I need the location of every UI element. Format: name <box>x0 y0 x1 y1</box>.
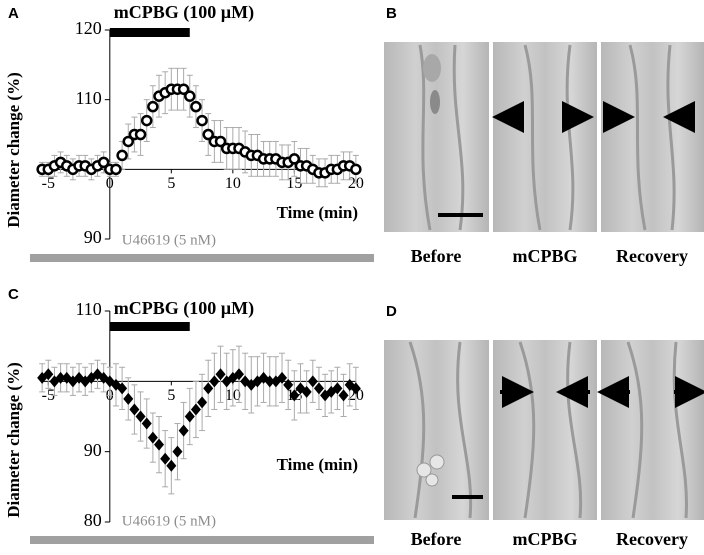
baseline-label: U46619 (5 nM) <box>122 513 216 529</box>
image-label: Before <box>411 246 462 266</box>
point <box>129 403 140 416</box>
point <box>203 382 214 395</box>
point <box>289 389 300 402</box>
point <box>43 368 54 381</box>
point <box>116 149 128 162</box>
point <box>184 90 196 102</box>
point <box>122 135 135 148</box>
point <box>307 375 318 388</box>
y-axis-title: Diameter change (%) <box>4 72 23 227</box>
y-tick-label: 80 <box>84 510 102 530</box>
y-tick-label: 120 <box>75 18 102 38</box>
treatment-label: mCPBG (100 µM) <box>114 298 254 319</box>
point <box>350 382 361 395</box>
treatment-bar <box>109 322 190 331</box>
point <box>97 156 110 169</box>
image-label: Recovery <box>616 246 688 266</box>
point <box>197 396 208 409</box>
point <box>184 410 195 423</box>
y-tick-label: 110 <box>75 299 101 319</box>
treatment-label: mCPBG (100 µM) <box>114 2 254 23</box>
point <box>117 382 128 395</box>
x-tick-label: 5 <box>167 387 175 404</box>
point <box>141 417 152 430</box>
point <box>147 431 158 444</box>
x-tick-label: -5 <box>42 175 55 192</box>
point <box>215 368 226 381</box>
y-tick-label: 90 <box>84 227 102 247</box>
baseline-bar <box>30 254 374 262</box>
point <box>166 459 177 472</box>
point <box>190 403 201 416</box>
y-tick-label: 90 <box>84 440 102 460</box>
point <box>214 135 227 148</box>
x-tick-label: 5 <box>167 175 175 192</box>
point <box>190 100 202 113</box>
point <box>172 445 183 458</box>
panel-letter: D <box>386 303 397 320</box>
point <box>233 368 244 381</box>
x-tick-label: -5 <box>42 387 55 404</box>
point <box>288 153 301 165</box>
image-label: mCPBG <box>513 246 578 266</box>
point <box>196 114 208 127</box>
point <box>283 378 294 391</box>
point <box>338 389 349 402</box>
x-axis-title: Time (min) <box>277 455 358 474</box>
point <box>313 382 324 395</box>
x-axis-title: Time (min) <box>277 203 358 222</box>
baseline-label: U46619 (5 nM) <box>122 232 216 248</box>
image-label: Before <box>411 529 462 549</box>
point <box>332 382 343 395</box>
micrographs-b <box>384 42 704 232</box>
point <box>209 375 220 388</box>
point <box>154 438 165 451</box>
point <box>55 371 66 384</box>
image-label: Recovery <box>616 529 688 549</box>
point <box>160 452 171 465</box>
baseline-bar <box>30 536 374 544</box>
point <box>110 163 122 176</box>
panel-letter: B <box>386 5 397 22</box>
point <box>178 424 189 437</box>
point <box>135 410 146 423</box>
point <box>264 375 275 388</box>
x-tick-label: 10 <box>225 175 241 192</box>
y-axis-title: Diameter change (%) <box>4 362 23 517</box>
point <box>147 100 159 113</box>
point <box>177 83 190 95</box>
x-tick-label: 15 <box>286 175 302 192</box>
point <box>301 385 312 398</box>
point <box>350 163 362 176</box>
point <box>277 371 288 384</box>
image-label: mCPBG <box>513 529 578 549</box>
point <box>140 114 153 127</box>
panel-letter: A <box>8 5 19 22</box>
point <box>123 392 134 405</box>
treatment-bar <box>109 28 190 37</box>
point <box>134 128 147 141</box>
y-tick-label: 110 <box>75 88 101 108</box>
point <box>202 128 214 141</box>
panel-letter: C <box>8 286 19 303</box>
micrographs-d <box>384 340 704 520</box>
x-tick-label: 0 <box>106 175 114 192</box>
